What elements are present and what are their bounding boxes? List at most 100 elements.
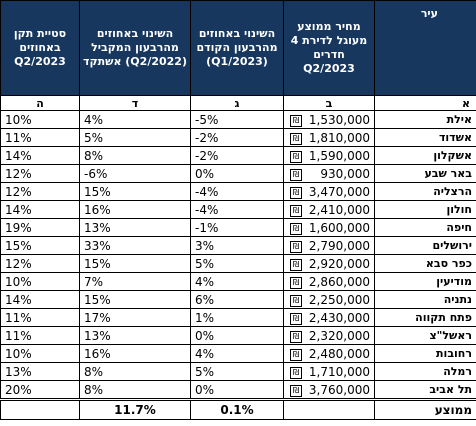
cell-price: ₪ 1,810,000 bbox=[283, 128, 375, 147]
table-row: 14% 15% 6% ₪ 2,250,000 נתניה bbox=[0, 290, 476, 309]
cell-deviation: 20% bbox=[0, 380, 80, 400]
cell-change-year: 16% bbox=[79, 200, 191, 219]
table-row: 12% 15% -4% ₪ 3,470,000 הרצליה bbox=[0, 182, 476, 201]
cell-change-year: 5% bbox=[79, 128, 191, 147]
cell-deviation: 10% bbox=[0, 110, 80, 129]
cell-change-prev: -4% bbox=[190, 200, 284, 219]
cell-city: תל אביב bbox=[374, 380, 476, 400]
shekel-icon: ₪ bbox=[290, 276, 302, 289]
cell-price: ₪ 1,600,000 bbox=[283, 218, 375, 237]
price-value: 930,000 bbox=[320, 166, 370, 181]
cell-price: ₪ 2,480,000 bbox=[283, 344, 375, 363]
cell-price: ₪ 2,790,000 bbox=[283, 236, 375, 255]
cell-price: ₪ 1,530,000 bbox=[283, 110, 375, 129]
cell-deviation: 12% bbox=[0, 182, 80, 201]
cell-change-year: 7% bbox=[79, 272, 191, 291]
average-change-prev: 0.1% bbox=[190, 398, 284, 420]
price-value: 1,590,000 bbox=[308, 148, 370, 163]
cell-price: ₪ 1,710,000 bbox=[283, 362, 375, 381]
cell-city: מודיעין bbox=[374, 272, 476, 291]
cell-city: אשקלון bbox=[374, 146, 476, 165]
cell-deviation: 11% bbox=[0, 308, 80, 327]
cell-price: ₪ 1,590,000 bbox=[283, 146, 375, 165]
cell-price: ₪ 2,410,000 bbox=[283, 200, 375, 219]
cell-change-prev: -2% bbox=[190, 146, 284, 165]
cell-change-year: 8% bbox=[79, 362, 191, 381]
average-label: ממוצע bbox=[374, 398, 476, 420]
cell-deviation: 19% bbox=[0, 218, 80, 237]
cell-change-prev: 1% bbox=[190, 308, 284, 327]
cell-price: ₪ 930,000 bbox=[283, 164, 375, 183]
header-change-prev: השינוי באחוזים מהרבעון הקודם (Q1/2023) bbox=[190, 0, 284, 96]
table-row: 11% 17% 1% ₪ 2,430,000 פתח תקווה bbox=[0, 308, 476, 327]
cell-change-prev: 0% bbox=[190, 380, 284, 400]
cell-change-year: 17% bbox=[79, 308, 191, 327]
cell-change-prev: 5% bbox=[190, 254, 284, 273]
shekel-icon: ₪ bbox=[290, 168, 302, 181]
cell-price: ₪ 2,860,000 bbox=[283, 272, 375, 291]
price-value: 2,250,000 bbox=[308, 292, 370, 307]
cell-change-year: 13% bbox=[79, 326, 191, 345]
table-row: 13% 8% 5% ₪ 1,710,000 רמלה bbox=[0, 362, 476, 381]
cell-city: פתח תקווה bbox=[374, 308, 476, 327]
average-row: 11.7% 0.1% ממוצע bbox=[0, 398, 476, 420]
price-value: 2,480,000 bbox=[308, 346, 370, 361]
cell-price: ₪ 3,470,000 bbox=[283, 182, 375, 201]
table-row: 11% 5% -2% ₪ 1,810,000 אשדוד bbox=[0, 128, 476, 147]
cell-deviation: 14% bbox=[0, 146, 80, 165]
shekel-icon: ₪ bbox=[290, 258, 302, 271]
cell-city: ראשל"צ bbox=[374, 326, 476, 345]
cell-city: הרצליה bbox=[374, 182, 476, 201]
price-value: 2,920,000 bbox=[308, 256, 370, 271]
cell-price: ₪ 3,760,000 bbox=[283, 380, 375, 400]
shekel-icon: ₪ bbox=[290, 150, 302, 163]
cell-deviation: 12% bbox=[0, 164, 80, 183]
cell-price: ₪ 2,250,000 bbox=[283, 290, 375, 309]
cell-change-prev: 0% bbox=[190, 326, 284, 345]
letter-c: ג bbox=[190, 95, 284, 111]
table-row: 12% 15% 5% ₪ 2,920,000 כפר סבא bbox=[0, 254, 476, 273]
average-deviation bbox=[0, 398, 80, 420]
price-value: 2,410,000 bbox=[308, 202, 370, 217]
header-deviation: סטיית תקן באחוזים Q2/2023 bbox=[0, 0, 80, 96]
price-value: 1,810,000 bbox=[308, 130, 370, 145]
table-row: 14% 8% -2% ₪ 1,590,000 אשקלון bbox=[0, 146, 476, 165]
price-value: 2,790,000 bbox=[308, 238, 370, 253]
table-row: 20% 8% 0% ₪ 3,760,000 תל אביב bbox=[0, 380, 476, 400]
column-letters-row: ה ד ג ב א bbox=[0, 95, 476, 111]
cell-change-year: 15% bbox=[79, 254, 191, 273]
header-city: עיר bbox=[374, 0, 476, 96]
table-row: 10% 16% 4% ₪ 2,480,000 רחובות bbox=[0, 344, 476, 363]
shekel-icon: ₪ bbox=[290, 348, 302, 361]
cell-deviation: 10% bbox=[0, 344, 80, 363]
price-value: 2,320,000 bbox=[308, 328, 370, 343]
cell-change-year: -6% bbox=[79, 164, 191, 183]
price-value: 3,760,000 bbox=[308, 382, 370, 397]
cell-city: חיפה bbox=[374, 218, 476, 237]
shekel-icon: ₪ bbox=[290, 114, 302, 127]
cell-change-year: 16% bbox=[79, 344, 191, 363]
cell-deviation: 11% bbox=[0, 326, 80, 345]
cell-deviation: 10% bbox=[0, 272, 80, 291]
cell-change-year: 8% bbox=[79, 380, 191, 400]
average-price bbox=[283, 398, 375, 420]
letter-b: ב bbox=[283, 95, 375, 111]
cell-change-prev: 4% bbox=[190, 344, 284, 363]
shekel-icon: ₪ bbox=[290, 294, 302, 307]
cell-change-year: 33% bbox=[79, 236, 191, 255]
cell-change-year: 15% bbox=[79, 182, 191, 201]
shekel-icon: ₪ bbox=[290, 330, 302, 343]
shekel-icon: ₪ bbox=[290, 222, 302, 235]
cell-change-year: 4% bbox=[79, 110, 191, 129]
cell-change-prev: 6% bbox=[190, 290, 284, 309]
cell-city: רמלה bbox=[374, 362, 476, 381]
price-value: 1,600,000 bbox=[308, 220, 370, 235]
shekel-icon: ₪ bbox=[290, 312, 302, 325]
cell-change-prev: -5% bbox=[190, 110, 284, 129]
cell-city: חולון bbox=[374, 200, 476, 219]
shekel-icon: ₪ bbox=[290, 186, 302, 199]
cell-city: באר שבע bbox=[374, 164, 476, 183]
cell-change-prev: 3% bbox=[190, 236, 284, 255]
table-row: 10% 7% 4% ₪ 2,860,000 מודיעין bbox=[0, 272, 476, 291]
